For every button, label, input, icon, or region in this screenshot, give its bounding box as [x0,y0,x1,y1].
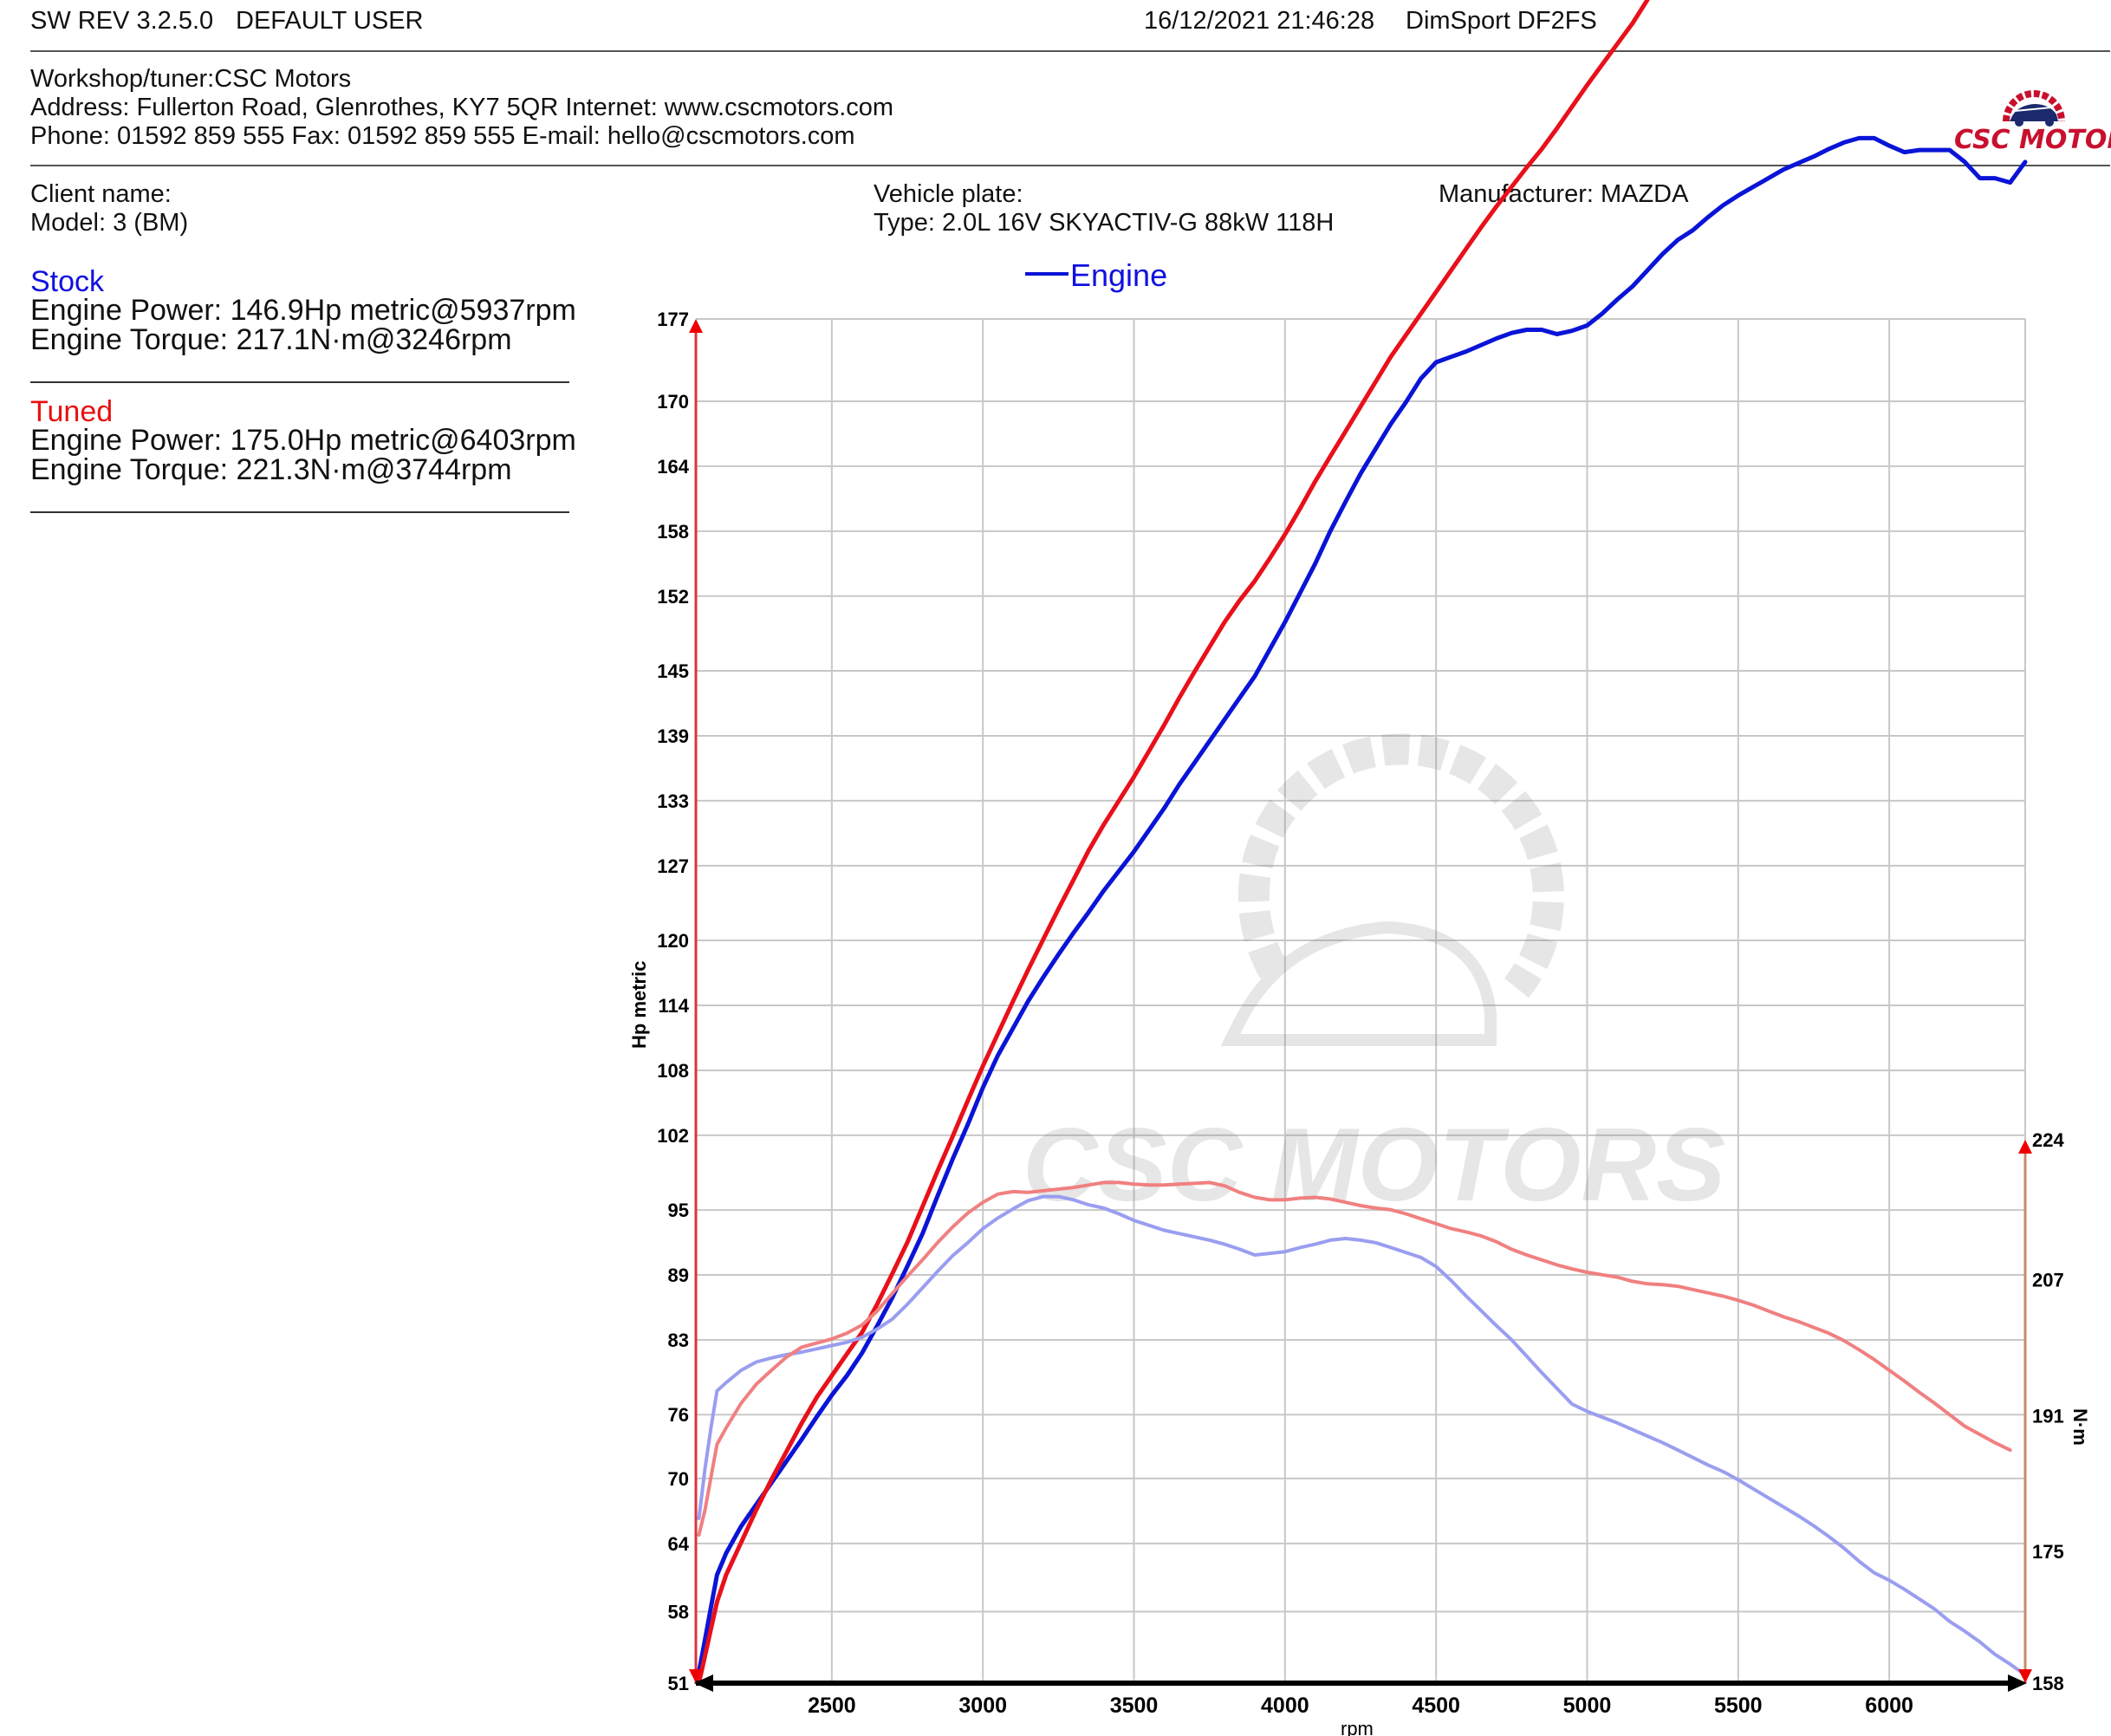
vehicle-type: Type: 2.0L 16V SKYACTIV-G 88kW 118H [874,209,1335,237]
y-tick-label: 152 [657,586,689,608]
y-tick-label: 83 [668,1330,689,1351]
right-axis-bottom-arrow-icon [2018,1669,2032,1683]
client-name: Client name: [30,180,172,208]
header-divider [30,50,2110,52]
series-layer [697,0,2028,1686]
y2-tick-label: 207 [2032,1270,2064,1291]
left-axis-arrow-icon [689,319,703,333]
tuned-power-line [697,0,1650,1686]
chart-grid [696,318,2026,1684]
logo-emblem-icon [2003,90,2065,127]
stock-divider [30,381,569,383]
y-tick-label: 164 [657,456,689,478]
y2-axis-label: N·m [2069,1408,2091,1446]
y2-tick-label: 191 [2032,1405,2064,1427]
x-tick-label: 3000 [958,1694,1007,1718]
y2-tick-label: 158 [2032,1673,2064,1694]
vehicle-manufacturer: Manufacturer: MAZDA [1439,180,1689,208]
workshop-divider [30,165,2110,166]
y-tick-label: 139 [657,725,689,747]
x-tick-label: 3500 [1110,1694,1159,1718]
x-tick-label: 5000 [1563,1694,1612,1718]
y-tick-label: 51 [668,1673,689,1694]
y-tick-label: 76 [668,1404,689,1426]
watermark-text: CSC MOTORS [1023,1107,1725,1223]
x-tick-label: 6000 [1865,1694,1913,1718]
x-tick-label: 2500 [808,1694,856,1718]
stock-power-line [697,135,2028,1674]
y-tick-label: 89 [668,1265,689,1286]
x-tick-label: 5500 [1714,1694,1763,1718]
report-datetime: 16/12/2021 21:46:28 [1144,7,1375,35]
stock-torque: Engine Torque: 217.1N·m@3246rpm [30,323,512,356]
x-axis-label: rpm [1341,1718,1374,1736]
device-name: DimSport DF2FS [1406,7,1597,35]
tuned-divider [30,511,569,513]
chart-ticks: 51 58 64 70 76 83 89 95 102 108 114 120 127 133 139 145… [657,309,2064,1718]
y-tick-label: 58 [668,1602,689,1623]
x-axis-left-arrow-icon [694,1674,713,1692]
y-tick-label: 133 [657,790,689,812]
x-tick-label: 4500 [1412,1694,1460,1718]
user-name: DEFAULT USER [236,7,424,35]
chart-axes [689,319,2032,1692]
tuned-torque: Engine Torque: 221.3N·m@3744rpm [30,453,512,486]
y-tick-label: 64 [668,1533,690,1555]
y2-tick-label: 224 [2032,1129,2064,1151]
y-tick-label: 70 [668,1468,689,1490]
tuned-label: Tuned [30,395,114,428]
vehicle-model: Model: 3 (BM) [30,209,189,237]
y-tick-label: 127 [657,855,689,877]
y-tick-label: 108 [657,1060,689,1082]
tuned-power: Engine Power: 175.0Hp metric@6403rpm [30,424,576,457]
y-tick-label: 120 [657,930,689,952]
x-tick-label: 4000 [1261,1694,1309,1718]
y-tick-label: 170 [657,391,689,413]
legend-label: Engine [1070,257,1167,293]
workshop-name: Workshop/tuner:CSC Motors [30,65,352,93]
company-logo: CSC MOTORS [1954,61,2111,158]
workshop-address: Address: Fullerton Road, Glenrothes, KY7… [30,94,894,121]
stock-torque-line [697,1194,2027,1677]
y-tick-label: 177 [657,309,689,330]
y-tick-label: 158 [657,521,689,543]
y-tick-label: 95 [668,1200,689,1221]
right-axis-arrow-icon [2018,1140,2032,1154]
watermark: CSC MOTORS [1023,733,1725,1223]
stock-power: Engine Power: 146.9Hp metric@5937rpm [30,294,576,327]
y-tick-label: 145 [657,660,689,682]
x-axis-arrow-icon [2008,1674,2027,1692]
logo-wordmark: CSC MOTORS [1954,125,2111,155]
sw-revision: SW REV 3.2.5.0 [30,7,214,35]
y-axis-label: Hp metric [628,961,650,1049]
tuned-torque-line [697,1180,2012,1537]
workshop-phone: Phone: 01592 859 555 Fax: 01592 859 555 … [30,122,855,150]
watermark-car-icon [1220,920,1497,1046]
y-tick-label: 102 [657,1125,689,1147]
y-tick-label: 114 [659,995,690,1017]
left-axis-bottom-arrow-icon [689,1669,703,1683]
stock-label: Stock [30,265,105,298]
y2-tick-label: 175 [2032,1541,2064,1563]
vehicle-plate: Vehicle plate: [874,180,1023,208]
